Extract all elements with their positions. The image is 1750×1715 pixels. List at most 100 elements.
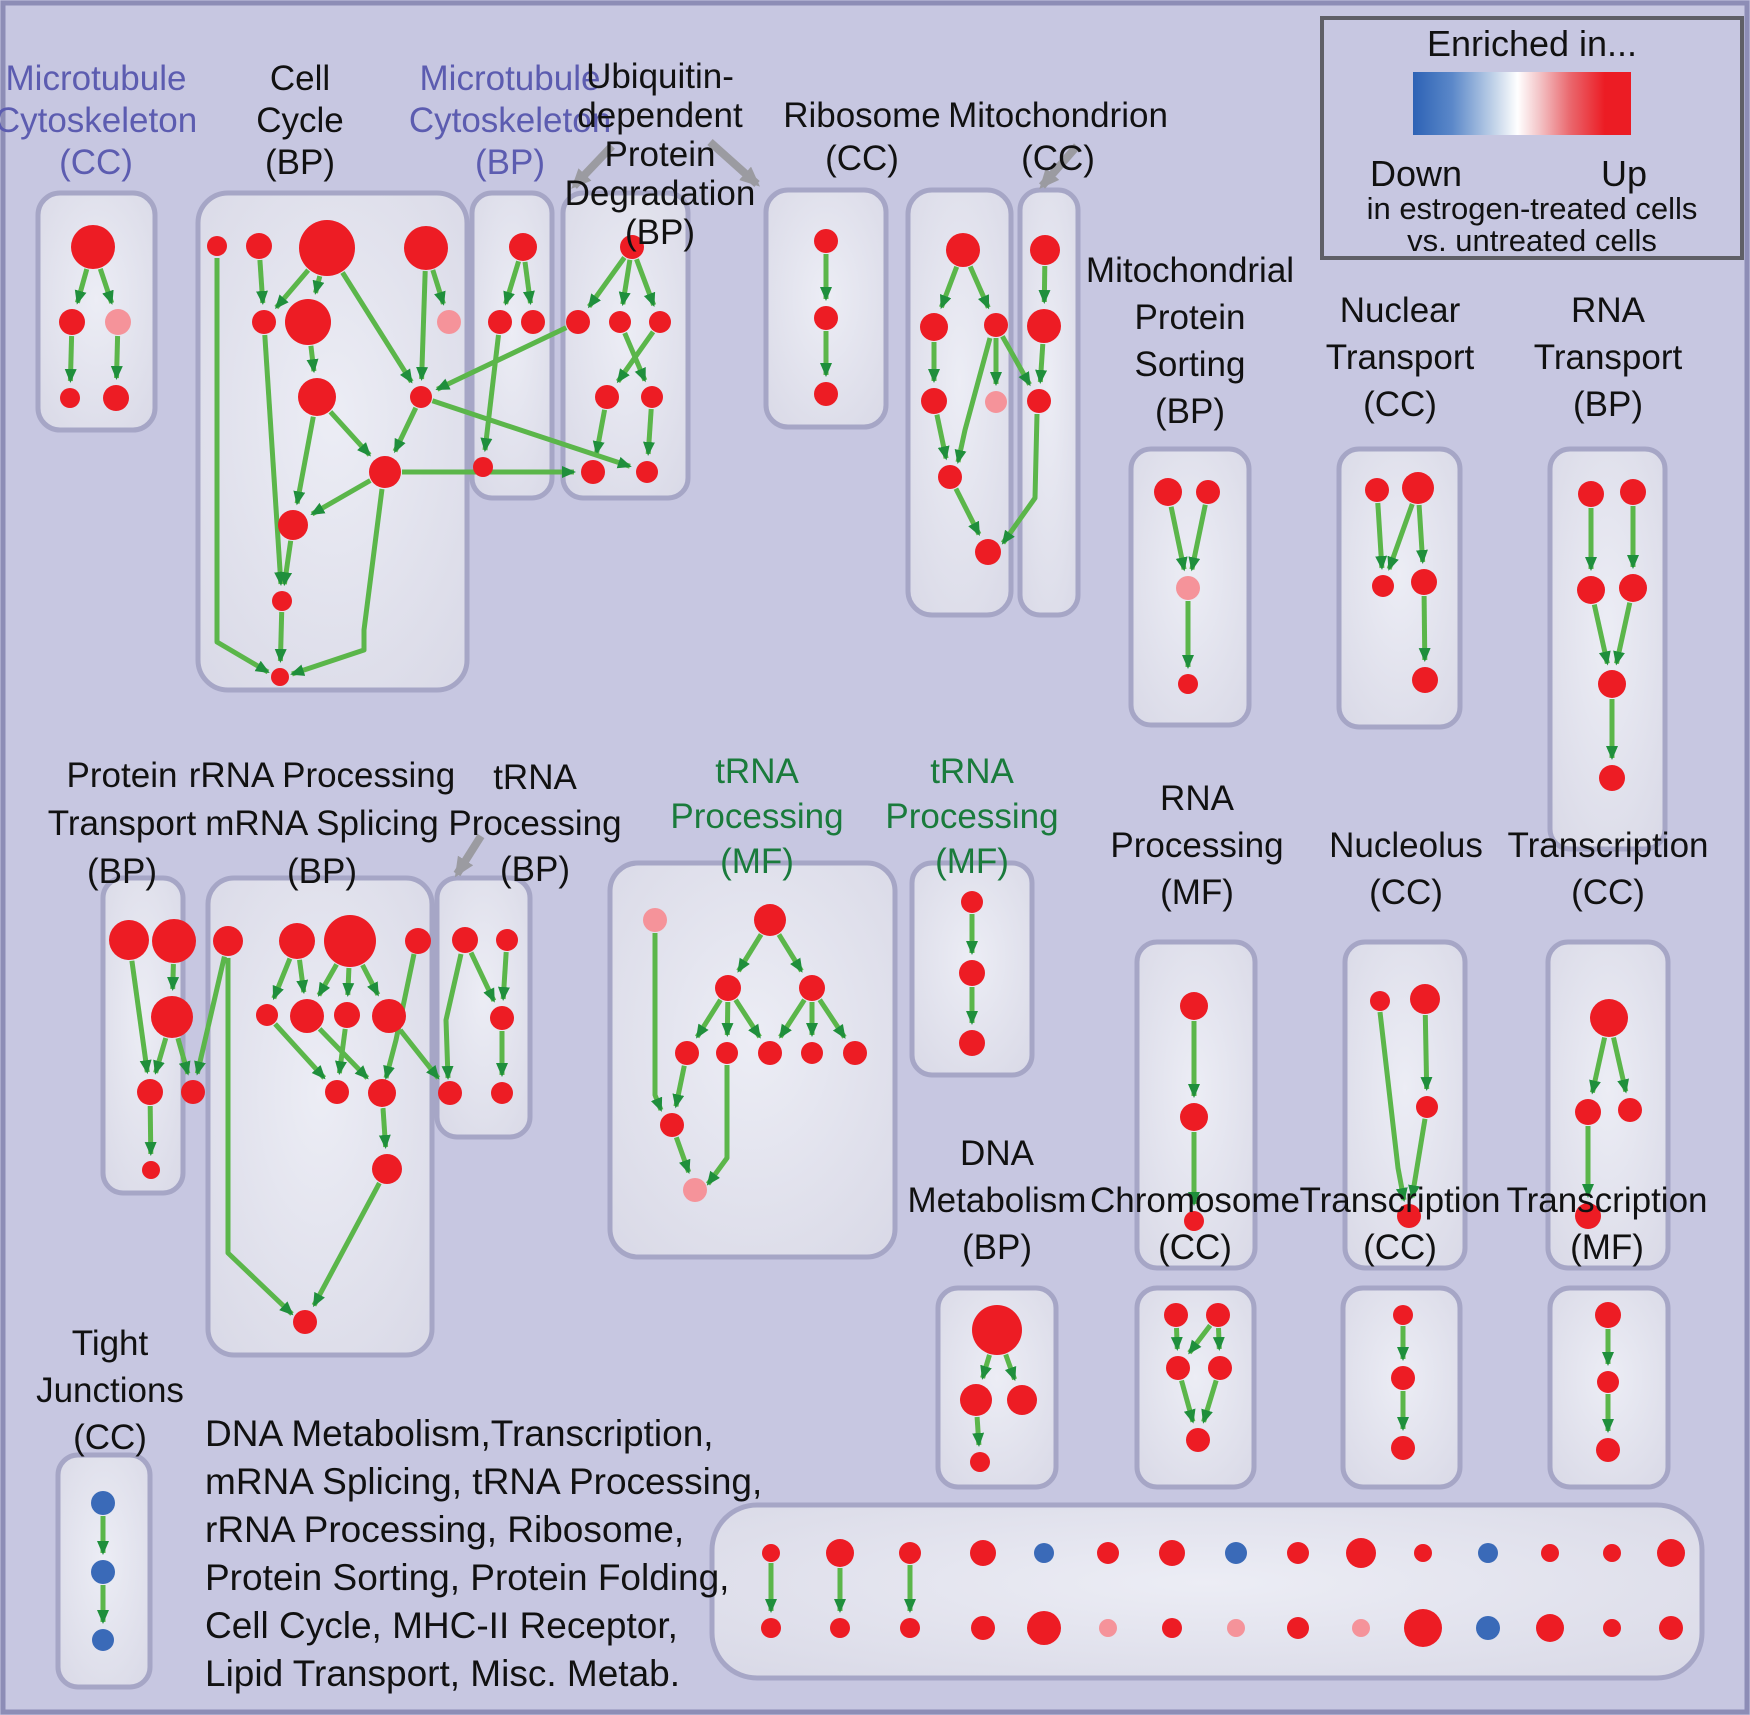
gene-set-node-tmf2-W2 [959, 960, 985, 986]
gene-set-node-nuc-X3 [1416, 1096, 1438, 1118]
edge-rrna-long-1 [383, 953, 417, 1080]
gene-set-node-wide-b6 [1099, 1619, 1117, 1637]
group-label-trbp-line1: tRNA [493, 758, 577, 797]
edge-rrna.A3-to-rrna.B2 [316, 963, 339, 997]
gene-set-node-tc1-Y1 [1590, 999, 1628, 1037]
group-label-tc2-line1: Transcription [1300, 1181, 1501, 1220]
gene-set-node-tmf1-He [843, 1041, 867, 1065]
gene-set-node-tmf1-G1 [643, 908, 667, 932]
group-box-rt [1547, 446, 1668, 852]
group-label-mps-line3: Sorting [1135, 345, 1246, 384]
edge-chr.E4-to-chr.E5 [1201, 1379, 1219, 1424]
group-label-rt-line1: RNA [1571, 291, 1646, 330]
group-label-cc-line1: Cell [270, 59, 330, 98]
gene-set-node-wide-t9 [1287, 1542, 1309, 1564]
gene-set-node-cc-c6 [285, 299, 331, 345]
gene-set-node-tmf1-Hb [716, 1042, 738, 1064]
edge-chr.E2-to-chr.E3 [1187, 1323, 1213, 1355]
gene-set-node-ub1-u3 [609, 311, 631, 333]
edge-rt.T3-to-rt.T5 [1591, 604, 1611, 666]
edge-ub1.u6-to-ub1.u8 [643, 408, 655, 456]
group-box-chr [1134, 1285, 1257, 1490]
edge-dna.D1-to-dna.D2 [980, 1354, 992, 1380]
gene-set-node-mtbp-m2 [488, 310, 512, 334]
edge-tmf1.G2-to-tmf1.GL [736, 933, 764, 973]
gene-set-node-cc-c3 [299, 220, 355, 276]
group-label-trbp-line2: Processing [448, 804, 621, 843]
gene-set-node-rib-RJ [984, 313, 1008, 337]
edge-dna.D2-to-dna.D4 [972, 1416, 985, 1447]
gene-set-node-tmf2-W3 [959, 1030, 985, 1056]
group-label-mps-line4: (BP) [1155, 392, 1225, 431]
legend: Enriched in... Down Up in estrogen-treat… [1320, 16, 1744, 260]
group-label-tc1-line1: Transcription [1508, 826, 1709, 865]
gene-set-node-pt-PB [142, 1161, 160, 1179]
edge-cc.c5-to-cc.c12 [262, 334, 287, 586]
layer-pointer-arrows [453, 139, 1081, 878]
group-label-rt-line2: Transport [1534, 338, 1683, 377]
gene-set-node-wide-b3 [900, 1618, 920, 1638]
group-label-mtcc-line1: Microtubule [6, 59, 187, 98]
gene-set-node-cc-c4 [404, 226, 448, 270]
label-pointer-arrow-1 [571, 143, 615, 189]
gene-set-node-chr-E4 [1208, 1356, 1232, 1380]
edge-cc.c3-to-cc.c5 [274, 268, 311, 310]
gene-set-node-rt-T2 [1620, 479, 1646, 505]
group-label-misc-line1: DNA Metabolism,Transcription, [205, 1413, 714, 1454]
edge-cc-long-2 [290, 488, 385, 677]
edge-tmf1-long-1 [650, 933, 664, 1112]
gene-set-node-rt-T4 [1619, 574, 1647, 602]
group-label-nut-line1: Nuclear [1340, 291, 1461, 330]
edge-mtbp.m2-to-mtbp.m4 [480, 334, 501, 453]
edge-mtbp.m1-to-mtbp.m3 [522, 261, 535, 306]
gene-set-node-trbp-TM [490, 1006, 514, 1030]
gene-set-node-tmf-Z3 [1596, 1438, 1620, 1462]
gene-set-node-wide-t3 [899, 1542, 921, 1564]
gene-set-node-wide-b7 [1162, 1618, 1182, 1638]
edge-rrna.B4-to-trbp.TBL [398, 1028, 441, 1080]
edge-tmf1.GR-to-tmf1.Hc [778, 998, 807, 1039]
gene-set-node-wide-t15 [1657, 1539, 1685, 1567]
gene-set-node-tj-J2 [91, 1560, 115, 1584]
gene-set-node-rib-R4 [938, 465, 962, 489]
edge-pt.PM-to-pt.PR [175, 1037, 191, 1076]
edge-rib.R3-to-rib.R4 [934, 414, 950, 461]
gene-set-node-rrna-B1 [256, 1004, 278, 1026]
edge-cc.c11-to-cc.c12 [280, 540, 294, 587]
group-label-cc-line3: (BP) [265, 143, 335, 182]
edge-rrna.A3-to-rrna.B4 [360, 963, 381, 997]
gene-set-node-mps-S4 [1178, 674, 1198, 694]
edge-rib.R4-to-rib.R5 [953, 487, 982, 536]
gene-set-node-rrna-A4 [405, 928, 431, 954]
gene-set-node-mtbp-m3 [521, 310, 545, 334]
edge-tmf1.Ka-to-tmf1.Kb [673, 1136, 692, 1174]
gene-set-node-tmf1-GL [715, 975, 741, 1001]
gene-set-node-tmf1-Ka [660, 1113, 684, 1137]
group-label-mtbp-line1: Microtubule [420, 59, 601, 98]
edge-mit.M2-to-mit.M3 [1035, 343, 1048, 384]
edge-tmf1-long-2 [705, 1065, 730, 1186]
group-label-misc-line6: Lipid Transport, Misc. Metab. [205, 1653, 680, 1694]
group-label-nut-line2: Transport [1326, 338, 1475, 377]
edge-trbp.TT1-to-trbp.TM [468, 951, 497, 1003]
group-label-mtbp-line3: (BP) [475, 143, 545, 182]
gene-set-node-mtbp-m1 [509, 233, 537, 261]
group-box-rrna [205, 875, 435, 1358]
edge-cc.c8-to-cc.c11 [293, 416, 316, 506]
group-box-ub1 [560, 190, 691, 501]
edge-cc.c10-to-cc.c11 [310, 478, 372, 517]
gene-set-node-rib-RP [985, 391, 1007, 413]
group-label-rrna-line1: rRNA Processing [189, 756, 455, 795]
gene-set-node-ub1-u4 [649, 311, 671, 333]
legend-gradient-bar [1413, 72, 1631, 135]
group-label-rrna-line2: mRNA Splicing [205, 804, 438, 843]
group-label-misc-line5: Cell Cycle, MHC-II Receptor, [205, 1605, 678, 1646]
edge-rrna-long-2 [225, 958, 294, 1316]
gene-set-node-wide-t2 [826, 1539, 854, 1567]
edge-rrna.A2-to-rrna.B1 [271, 957, 293, 1001]
group-label-ub-line5: (BP) [625, 213, 695, 252]
gene-set-node-ub1-u1 [620, 235, 644, 259]
gene-set-node-mit-M1 [1030, 235, 1060, 265]
gene-set-node-chr-E1 [1164, 1303, 1188, 1327]
gene-set-node-pt-PM [151, 996, 193, 1038]
